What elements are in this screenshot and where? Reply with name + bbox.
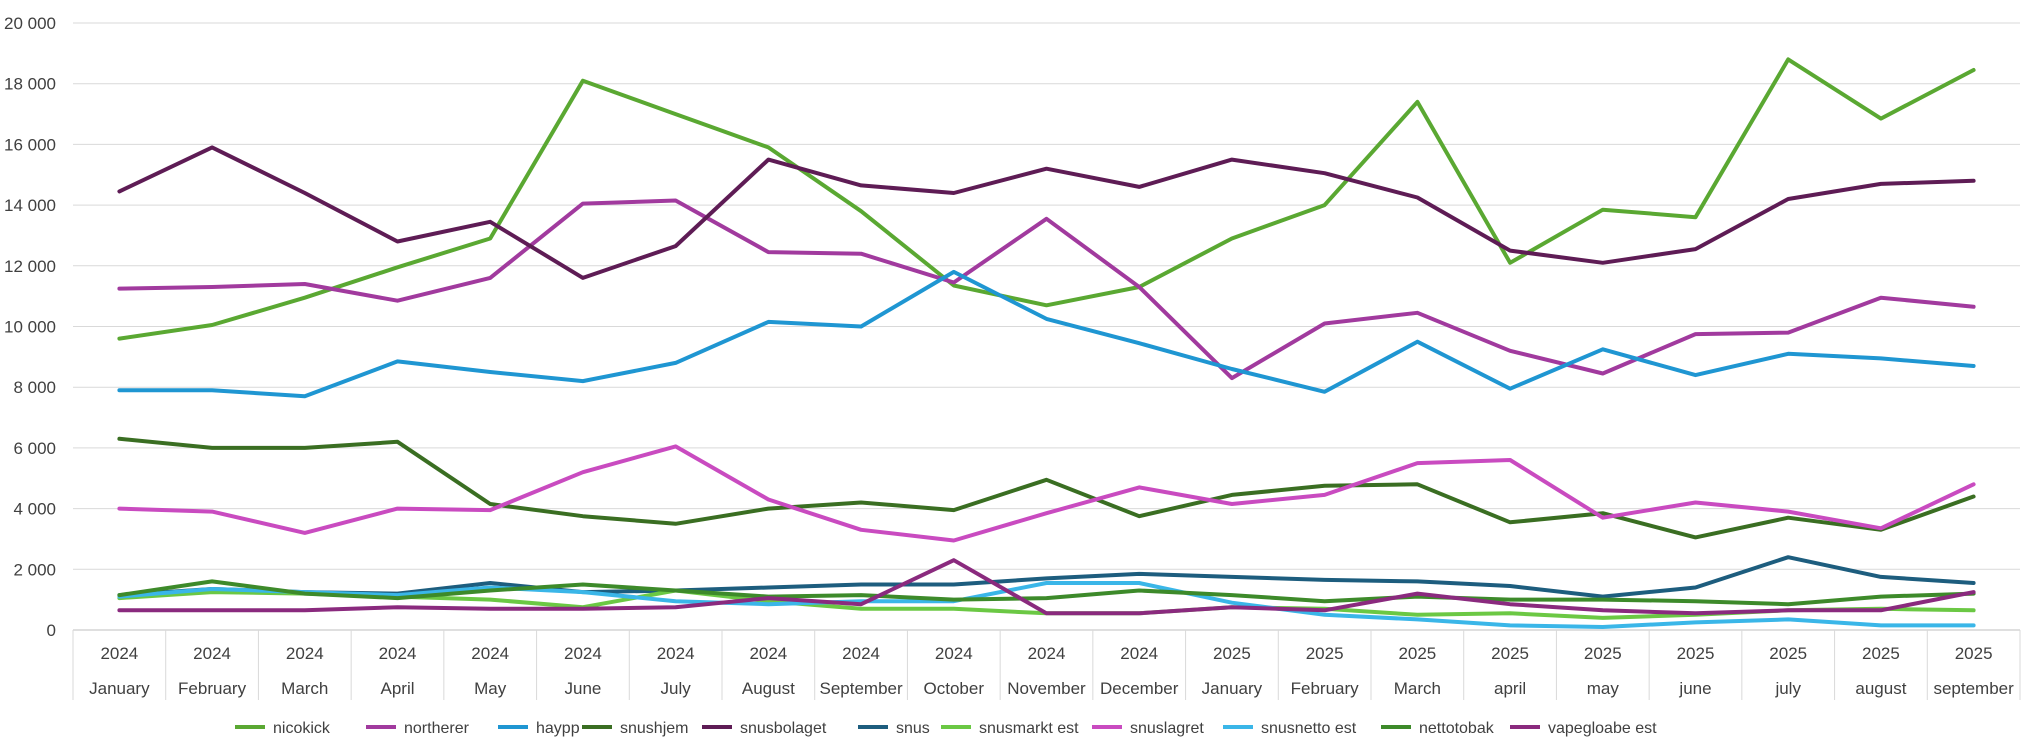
- y-tick-label: 0: [47, 621, 56, 640]
- series-line-vapegloabe-est: [117, 558, 1976, 616]
- x-tick-year: 2024: [286, 644, 324, 663]
- series-line-snusbolaget: [117, 145, 1976, 280]
- x-tick-year: 2024: [935, 644, 973, 663]
- legend-label: snuslagret: [1130, 720, 1204, 737]
- x-tick-month: February: [1291, 679, 1360, 698]
- x-tick-year: 2025: [1677, 644, 1715, 663]
- x-tick-year: 2025: [1213, 644, 1251, 663]
- x-tick-month: September: [819, 679, 902, 698]
- series-line-northerer: [117, 198, 1976, 381]
- y-tick-label: 4 000: [13, 500, 56, 519]
- legend-label: nettotobak: [1419, 720, 1495, 737]
- y-tick-label: 2 000: [13, 560, 56, 579]
- y-tick-label: 12 000: [4, 257, 56, 276]
- legend-label: snusbolaget: [740, 720, 827, 737]
- x-tick-month: may: [1587, 679, 1620, 698]
- legend-label: nicokick: [273, 720, 331, 737]
- legend-label: snusnetto est: [1261, 720, 1357, 737]
- y-tick-label: 10 000: [4, 318, 56, 337]
- x-tick-year: 2024: [379, 644, 417, 663]
- x-tick-month: April: [380, 679, 414, 698]
- series-line-nicokick: [117, 57, 1976, 341]
- x-tick-year: 2024: [564, 644, 602, 663]
- x-tick-year: 2024: [193, 644, 231, 663]
- x-tick-month: May: [474, 679, 507, 698]
- x-tick-month: February: [178, 679, 247, 698]
- y-tick-label: 8 000: [13, 378, 56, 397]
- series-line-snuslagret: [117, 444, 1976, 543]
- series-line-snusnetto-est: [117, 581, 1976, 629]
- x-tick-month: september: [1933, 679, 2014, 698]
- x-tick-month: June: [564, 679, 601, 698]
- x-axis: 2024 January 2024 February 2024 March 2024 Apri…: [72, 630, 2021, 700]
- x-tick-month: November: [1007, 679, 1086, 698]
- x-tick-year: 2024: [100, 644, 138, 663]
- legend-label: northerer: [404, 720, 470, 737]
- x-tick-year: 2024: [1028, 644, 1066, 663]
- x-tick-month: March: [281, 679, 328, 698]
- legend-label: snus: [896, 720, 930, 737]
- x-tick-month: March: [1394, 679, 1441, 698]
- x-tick-month: june: [1678, 679, 1711, 698]
- y-axis: 0 2 000 4 000 6 000 8 000 10 000 12 000 14 000 1…: [4, 14, 56, 640]
- x-tick-year: 2024: [1120, 644, 1158, 663]
- x-tick-year: 2025: [1862, 644, 1900, 663]
- y-tick-label: 18 000: [4, 75, 56, 94]
- x-tick-year: 2025: [1306, 644, 1344, 663]
- x-tick-year: 2025: [1955, 644, 1993, 663]
- x-tick-month: july: [1774, 679, 1801, 698]
- y-tick-label: 20 000: [4, 14, 56, 33]
- legend-label: haypp: [536, 720, 580, 737]
- x-tick-month: January: [89, 679, 150, 698]
- legend-label: snushjem: [620, 720, 688, 737]
- x-tick-month: December: [1100, 679, 1179, 698]
- x-tick-month: July: [661, 679, 692, 698]
- x-tick-year: 2024: [842, 644, 880, 663]
- y-tick-label: 16 000: [4, 135, 56, 154]
- x-tick-year: 2024: [657, 644, 695, 663]
- x-tick-year: 2025: [1398, 644, 1436, 663]
- x-tick-year: 2024: [471, 644, 509, 663]
- series-line-snushjem: [117, 436, 1976, 540]
- x-tick-year: 2024: [749, 644, 787, 663]
- series-line-snus: [117, 555, 1976, 599]
- x-tick-month: August: [742, 679, 795, 698]
- x-tick-month: august: [1855, 679, 1906, 698]
- legend: nicokick northerer haypp snushjem snusbolage…: [235, 720, 1657, 737]
- x-tick-month: January: [1202, 679, 1263, 698]
- x-tick-month: april: [1494, 679, 1526, 698]
- series-line-haypp: [117, 269, 1976, 399]
- y-tick-label: 14 000: [4, 196, 56, 215]
- x-tick-year: 2025: [1769, 644, 1807, 663]
- series-lines: [117, 57, 1976, 629]
- x-tick-year: 2025: [1491, 644, 1529, 663]
- legend-label: vapegloabe est: [1548, 720, 1657, 737]
- y-tick-label: 6 000: [13, 439, 56, 458]
- series-line-nettotobak: [117, 579, 1976, 607]
- x-tick-year: 2025: [1584, 644, 1622, 663]
- legend-label: snusmarkt est: [979, 720, 1079, 737]
- x-tick-month: October: [924, 679, 985, 698]
